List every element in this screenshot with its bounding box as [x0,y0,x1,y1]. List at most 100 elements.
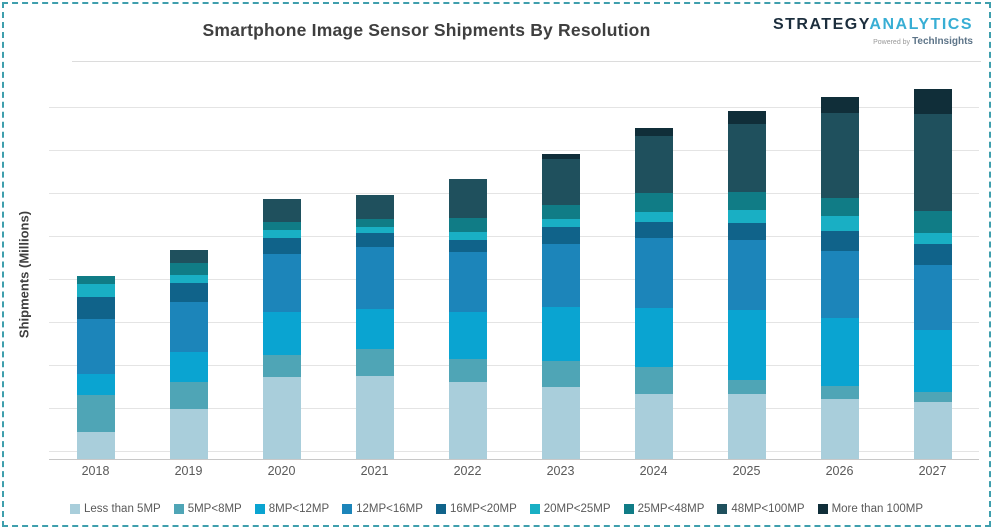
gridline [49,150,979,151]
bar-slot-2020 [235,72,328,459]
segment-2022-8mp-12mp [448,311,487,359]
segment-2024-5mp-8mp [634,366,673,394]
legend-swatch-icon [435,504,446,514]
segment-2027-16mp-20mp [913,244,952,265]
segment-2022-48mp-100mp [448,179,487,219]
segment-2026-more-than-100mp [820,96,859,113]
segment-2025-more-than-100mp [727,111,766,125]
segment-2026-48mp-100mp [820,112,859,198]
segment-2025-less-than-5mp [727,393,766,459]
legend-swatch-icon [717,504,728,514]
segment-2021-48mp-100mp [355,195,394,219]
segment-2024-12mp-16mp [634,238,673,309]
strategy-analytics-logo: STRATEGYANALYTICS Powered by TechInsights [773,16,973,47]
legend: Less than 5MP 5MP<8MP 8MP<12MP 12MP<16MP 16M… [4,503,989,515]
chart-title: Smartphone Image Sensor Shipments By Res… [202,20,651,40]
bar-slot-2018 [49,72,142,459]
bar-2021 [355,195,394,459]
x-label-2024: 2024 [639,464,668,478]
title-divider [72,61,981,62]
segment-2020-less-than-5mp [262,377,301,459]
chart-region: Shipments (Millions) 2018 2019 2020 2021 202… [4,64,989,485]
x-label-2018: 2018 [81,464,110,478]
segment-2021-5mp-8mp [355,348,394,376]
segment-2023-16mp-20mp [541,226,580,244]
bar-2025 [727,111,766,459]
bar-2027 [913,89,952,459]
segment-2019-48mp-100mp [169,250,208,264]
legend-item-25mp-48mp: 25MP<48MP [623,503,705,515]
segment-2026-8mp-12mp [820,318,859,386]
gridline [49,236,979,237]
logo-analytics-text: ANALYTICS [869,16,973,33]
segment-2024-more-than-100mp [634,128,673,137]
legend-item-12mp-16mp: 12MP<16MP [342,503,423,515]
segment-2027-12mp-16mp [913,264,952,331]
gridline [49,193,979,194]
bar-2024 [634,128,673,459]
segment-2024-8mp-12mp [634,308,673,367]
techinsights-text: TechInsights [912,35,973,47]
segment-2023-12mp-16mp [541,243,580,308]
segment-2020-25mp-48mp [262,221,301,230]
segment-2022-less-than-5mp [448,382,487,459]
legend-label: Less than 5MP [83,503,161,515]
logo-strategy-text: STRATEGY [772,16,870,33]
bar-2026 [820,96,859,459]
legend-label: 25MP<48MP [637,503,705,515]
x-axis-labels: 2018 2019 2020 2021 2022 2023 2024 2025 2026 2027 [49,464,979,478]
segment-2025-25mp-48mp [727,191,766,211]
segment-2027-5mp-8mp [913,391,952,402]
segment-2025-5mp-8mp [727,380,766,394]
segment-2027-48mp-100mp [913,114,952,211]
bar-slot-2021 [328,72,421,459]
segment-2023-more-than-100mp [541,154,580,160]
segment-2021-8mp-12mp [355,308,394,349]
x-label-2023: 2023 [546,464,575,478]
logo-wordmark: STRATEGYANALYTICS [773,16,973,34]
segment-2024-16mp-20mp [634,221,673,239]
legend-item-less-than-5mp: Less than 5MP [69,503,161,515]
segment-2024-25mp-48mp [634,193,673,212]
segment-2018-8mp-12mp [76,373,115,396]
segment-2025-48mp-100mp [727,124,766,192]
segment-2025-20mp-25mp [727,210,766,224]
legend-swatch-icon [342,504,353,514]
y-axis-title: Shipments (Millions) [16,210,32,339]
legend-swatch-icon [69,504,80,514]
bar-slot-2022 [421,72,514,459]
segment-2021-20mp-25mp [355,226,394,233]
segment-2027-less-than-5mp [913,401,952,459]
segment-2022-5mp-8mp [448,358,487,382]
bar-2018 [76,276,115,459]
x-label-2026: 2026 [825,464,854,478]
segment-2023-48mp-100mp [541,159,580,206]
bar-2019 [169,250,208,459]
legend-label: More than 100MP [831,503,923,515]
segment-2026-20mp-25mp [820,216,859,232]
legend-label: 8MP<12MP [268,503,330,515]
x-label-2019: 2019 [174,464,203,478]
legend-label: 5MP<8MP [187,503,242,515]
bar-2022 [448,179,487,459]
segment-2022-25mp-48mp [448,218,487,233]
gridline [49,322,979,323]
segment-2025-12mp-16mp [727,240,766,311]
gridline [49,365,979,366]
bar-slot-2023 [514,72,607,459]
segment-2019-less-than-5mp [169,408,208,459]
x-label-2027: 2027 [918,464,947,478]
segment-2019-25mp-48mp [169,263,208,275]
segment-2026-5mp-8mp [820,385,859,399]
gridline [49,279,979,280]
legend-label: 16MP<20MP [449,503,517,515]
segment-2023-25mp-48mp [541,205,580,219]
segment-2024-48mp-100mp [634,136,673,194]
segment-2018-12mp-16mp [76,318,115,374]
segment-2027-20mp-25mp [913,232,952,245]
legend-label: 20MP<25MP [543,503,611,515]
segment-2023-20mp-25mp [541,218,580,227]
segment-2025-16mp-20mp [727,223,766,241]
segment-2027-more-than-100mp [913,89,952,115]
